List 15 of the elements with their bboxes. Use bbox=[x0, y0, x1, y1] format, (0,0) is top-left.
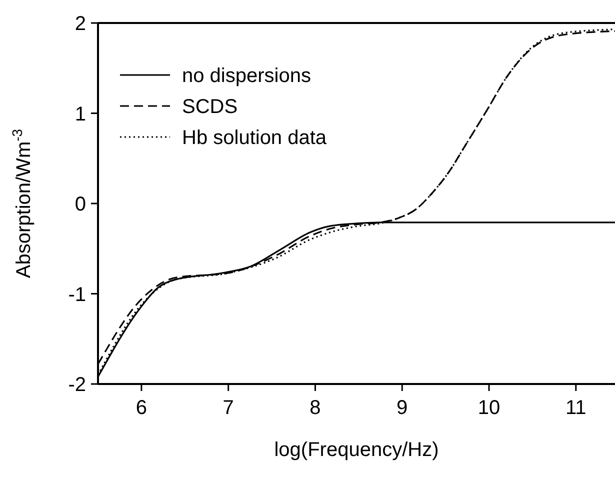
y-tick-label: 0 bbox=[74, 194, 86, 216]
x-tick-label: 11 bbox=[566, 397, 586, 419]
legend-label: SCDS bbox=[182, 96, 238, 118]
legend-label: Hb solution data bbox=[182, 127, 328, 149]
x-tick-label: 6 bbox=[136, 397, 148, 419]
legend-label: no dispersions bbox=[182, 65, 311, 87]
y-tick-label: -2 bbox=[68, 374, 86, 396]
x-tick-label: 8 bbox=[310, 397, 321, 419]
x-tick-label: 9 bbox=[396, 397, 408, 419]
x-axis-title: log(Frequency/Hz) bbox=[274, 439, 439, 461]
x-tick-label: 10 bbox=[478, 397, 500, 419]
x-tick-label: 7 bbox=[222, 397, 234, 419]
y-tick-label: 1 bbox=[74, 103, 86, 126]
y-tick-label: 2 bbox=[74, 13, 86, 35]
y-tick-label: -1 bbox=[68, 284, 86, 306]
